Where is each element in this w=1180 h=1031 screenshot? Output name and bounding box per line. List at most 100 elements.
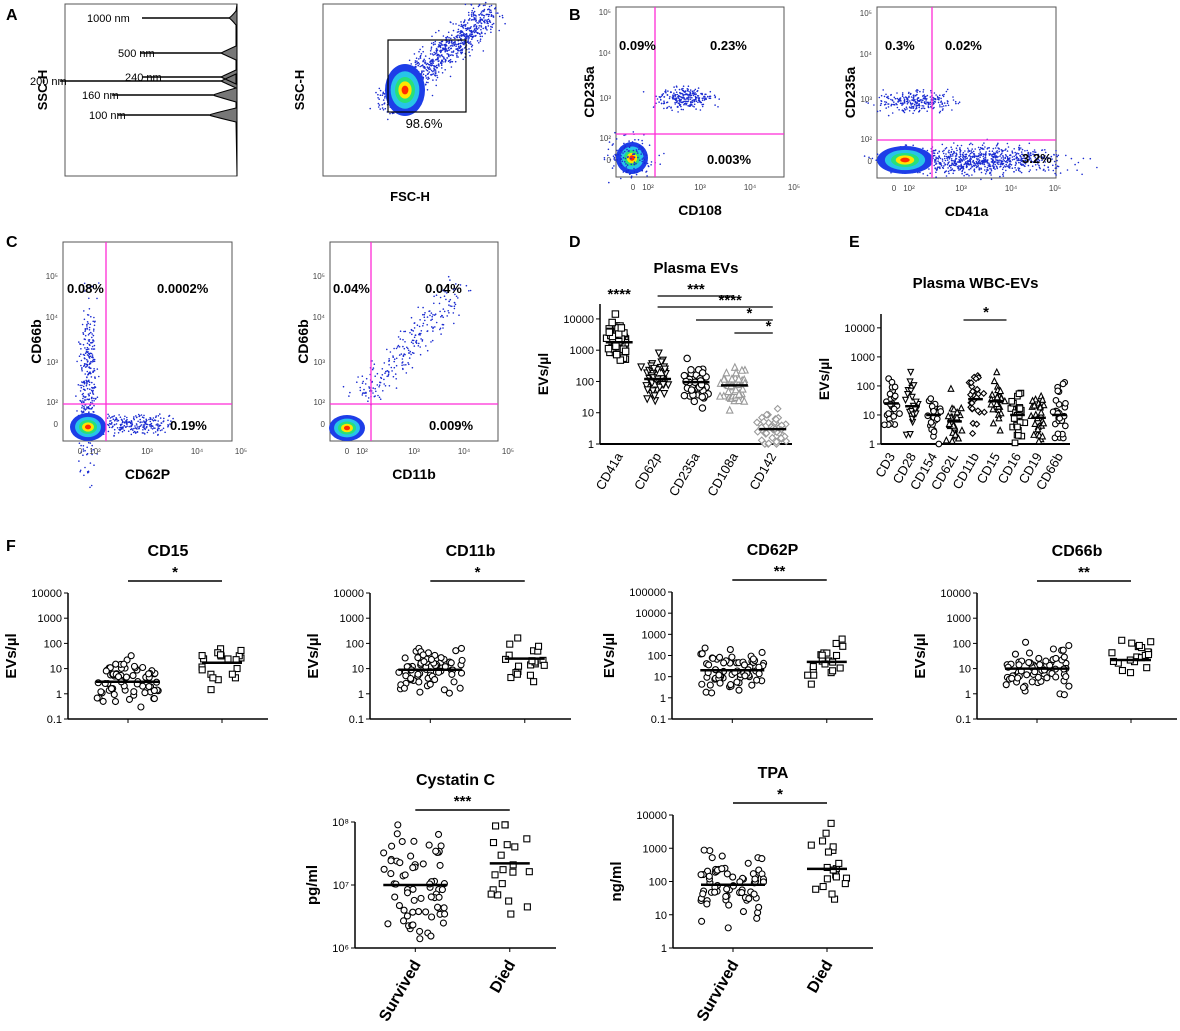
event-dot: [88, 394, 90, 397]
event-dot: [393, 112, 395, 114]
event-dot: [421, 70, 423, 72]
event-dot: [157, 434, 159, 436]
data-point: [498, 880, 506, 888]
data-point: [725, 405, 734, 414]
event-dot: [441, 59, 443, 62]
data-point: [1015, 390, 1023, 398]
event-dot: [479, 35, 482, 38]
event-dot: [623, 142, 625, 145]
event-dot: [437, 55, 440, 57]
event-dot: [952, 159, 954, 162]
event-dot: [905, 106, 908, 108]
event-dot: [90, 315, 92, 318]
event-dot: [81, 370, 83, 372]
category-label: CD142: [746, 450, 779, 493]
event-dot: [426, 349, 429, 352]
event-dot: [608, 181, 610, 184]
y-tick-label: 10⁴: [46, 313, 59, 322]
event-dot: [91, 345, 94, 348]
data-point: [125, 695, 134, 703]
event-dot: [992, 147, 995, 150]
event-dot: [880, 100, 883, 102]
event-dot: [78, 341, 80, 343]
peak-label: 500 nm: [118, 48, 155, 60]
event-dot: [939, 110, 942, 113]
data-point: [773, 404, 782, 413]
data-point: [1011, 439, 1019, 447]
event-dot: [432, 62, 434, 64]
event-dot: [972, 161, 974, 163]
x-tick-label: 10⁴: [744, 183, 757, 192]
event-dot: [912, 99, 914, 102]
event-dot: [157, 424, 159, 427]
data-point: [427, 893, 435, 901]
data-point: [439, 919, 447, 927]
event-dot: [691, 96, 693, 99]
event-dot: [1011, 150, 1013, 152]
event-dot: [439, 328, 441, 331]
event-dot: [134, 432, 137, 434]
event-dot: [995, 159, 997, 161]
event-dot: [887, 103, 889, 105]
event-dot: [992, 156, 994, 158]
event-dot: [648, 144, 651, 146]
event-dot: [89, 462, 92, 464]
event-dot: [361, 375, 364, 378]
data-point: [93, 694, 101, 702]
event-dot: [475, 17, 477, 19]
data-point: [452, 647, 460, 655]
event-dot: [695, 100, 698, 103]
event-dot: [903, 111, 906, 114]
event-dot: [149, 425, 151, 428]
event-dot: [943, 102, 946, 104]
event-dot: [441, 67, 443, 69]
event-dot: [933, 106, 935, 109]
event-dot: [891, 112, 894, 114]
event-dot: [472, 13, 475, 15]
event-dot: [373, 363, 376, 366]
event-dot: [447, 275, 450, 278]
event-dot: [879, 104, 882, 107]
event-dot: [415, 342, 418, 345]
data-point: [705, 661, 713, 669]
event-dot: [411, 329, 413, 332]
event-dot: [1047, 169, 1050, 171]
event-dot: [433, 302, 435, 305]
event-dot: [157, 420, 159, 422]
event-dot: [405, 372, 408, 374]
event-dot: [922, 89, 925, 91]
event-dot: [469, 27, 472, 30]
event-dot: [668, 97, 671, 100]
event-dot: [959, 153, 962, 156]
event-dot: [1017, 159, 1020, 162]
y-tick-label: 10³: [599, 94, 611, 103]
event-dot: [470, 45, 473, 48]
event-dot: [393, 360, 396, 363]
event-dot: [377, 394, 379, 397]
event-dot: [664, 89, 667, 91]
data-point: [1028, 678, 1036, 686]
category-label: CD235a: [666, 449, 703, 498]
event-dot: [426, 69, 429, 72]
event-dot: [348, 395, 350, 397]
event-dot: [880, 102, 882, 105]
event-dot: [453, 302, 456, 304]
event-dot: [86, 346, 89, 349]
event-dot: [388, 363, 390, 366]
event-dot: [454, 60, 457, 63]
data-point: [99, 697, 107, 705]
event-dot: [942, 152, 945, 155]
event-dot: [482, 50, 485, 52]
data-point: [722, 892, 730, 901]
event-dot: [127, 421, 130, 424]
event-dot: [467, 38, 470, 40]
event-dot: [81, 407, 83, 409]
event-dot: [974, 148, 976, 150]
x-tick-label: 10⁵: [1049, 184, 1061, 193]
event-dot: [1053, 160, 1056, 163]
event-dot: [674, 89, 677, 91]
event-dot: [85, 408, 88, 410]
event-dot: [974, 163, 977, 165]
data-point: [755, 903, 763, 911]
event-dot: [955, 163, 958, 165]
